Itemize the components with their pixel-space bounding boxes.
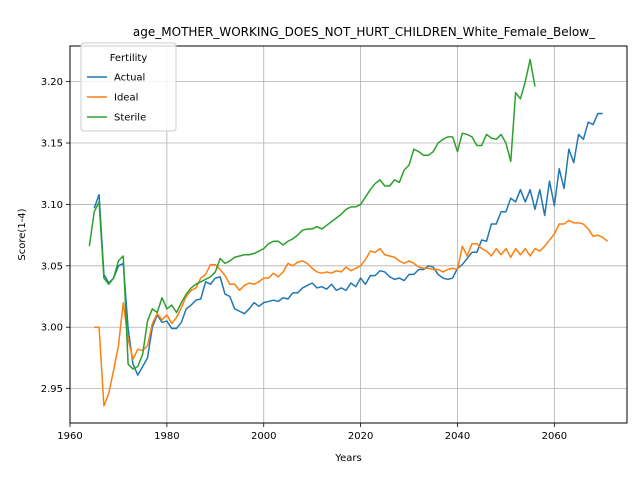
y-tick-label: 3.00 xyxy=(41,323,63,334)
y-tick-label: 3.20 xyxy=(41,77,63,88)
legend-title: Fertility xyxy=(110,53,148,64)
y-tick-label: 3.15 xyxy=(41,139,63,150)
y-tick-label: 2.95 xyxy=(41,384,63,395)
legend-label-ideal: Ideal xyxy=(114,93,138,104)
x-axis-label: Years xyxy=(334,453,361,464)
legend-label-actual: Actual xyxy=(114,73,145,84)
x-tick-label: 2060 xyxy=(542,431,567,442)
series-line-actual xyxy=(93,112,603,376)
y-axis: 2.95 3.00 3.05 3.10 3.15 3.20 xyxy=(41,77,70,395)
legend: Fertility Actual Ideal Sterile xyxy=(80,42,177,132)
x-tick-label: 1960 xyxy=(57,431,82,442)
y-axis-label: Score(1-4) xyxy=(17,208,28,260)
plot-frame xyxy=(69,45,628,424)
legend-box xyxy=(80,42,177,132)
legend-label-sterile: Sterile xyxy=(114,113,146,124)
series-line-ideal xyxy=(94,219,609,407)
x-tick-label: 2000 xyxy=(251,431,276,442)
y-tick-label: 3.10 xyxy=(41,200,63,211)
x-axis: 1960 1980 2000 2020 2040 2060 xyxy=(57,423,567,442)
series-line-sterile xyxy=(88,58,536,370)
chart-title: age_MOTHER_WORKING_DOES_NOT_HURT_CHILDRE… xyxy=(133,25,596,39)
x-tick-label: 1980 xyxy=(154,431,179,442)
x-tick-label: 2020 xyxy=(348,431,373,442)
x-tick-label: 2040 xyxy=(445,431,470,442)
legend-entries: Actual Ideal Sterile xyxy=(87,73,146,124)
y-tick-label: 3.05 xyxy=(41,261,63,272)
series-layer xyxy=(88,58,609,407)
